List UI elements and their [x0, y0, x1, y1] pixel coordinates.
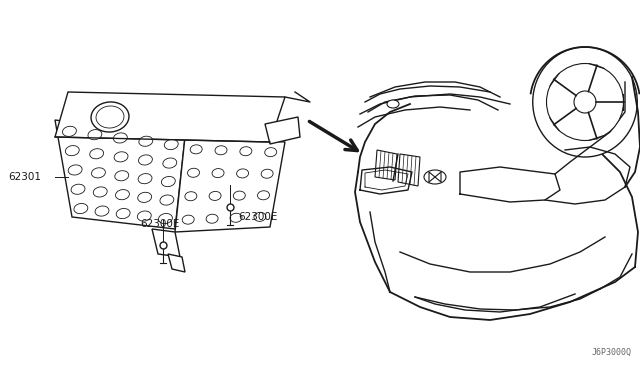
Ellipse shape: [188, 168, 200, 177]
Ellipse shape: [138, 174, 152, 184]
Ellipse shape: [547, 64, 623, 141]
Text: 62301: 62301: [8, 172, 41, 182]
Ellipse shape: [182, 215, 194, 224]
Ellipse shape: [159, 214, 172, 224]
Polygon shape: [152, 229, 180, 257]
Ellipse shape: [114, 152, 128, 162]
Polygon shape: [265, 117, 300, 144]
Ellipse shape: [63, 126, 76, 137]
Ellipse shape: [237, 169, 248, 178]
Ellipse shape: [138, 155, 152, 165]
Polygon shape: [55, 92, 285, 142]
Ellipse shape: [160, 195, 174, 205]
Text: 62300E: 62300E: [140, 219, 179, 229]
Ellipse shape: [65, 145, 79, 156]
Ellipse shape: [532, 47, 637, 157]
Ellipse shape: [74, 203, 88, 214]
Polygon shape: [375, 150, 397, 180]
Ellipse shape: [161, 176, 175, 187]
Ellipse shape: [138, 192, 152, 202]
Polygon shape: [175, 137, 285, 232]
Ellipse shape: [190, 145, 202, 154]
Ellipse shape: [88, 129, 102, 140]
Text: J6P3000Q: J6P3000Q: [592, 348, 632, 357]
Ellipse shape: [92, 168, 106, 178]
Ellipse shape: [206, 214, 218, 223]
Ellipse shape: [90, 149, 104, 159]
Ellipse shape: [261, 169, 273, 178]
Polygon shape: [168, 254, 185, 272]
Ellipse shape: [115, 190, 129, 200]
Ellipse shape: [115, 171, 129, 181]
Ellipse shape: [68, 165, 82, 175]
Polygon shape: [55, 120, 185, 229]
Ellipse shape: [230, 213, 242, 222]
Ellipse shape: [185, 192, 197, 201]
Ellipse shape: [71, 184, 85, 194]
Polygon shape: [398, 154, 420, 186]
Ellipse shape: [209, 191, 221, 201]
Ellipse shape: [254, 212, 266, 221]
Ellipse shape: [138, 211, 151, 221]
Text: 62300E: 62300E: [238, 212, 277, 222]
Ellipse shape: [212, 169, 224, 177]
Ellipse shape: [95, 206, 109, 216]
Ellipse shape: [96, 106, 124, 128]
Ellipse shape: [215, 146, 227, 155]
Ellipse shape: [164, 140, 178, 150]
Ellipse shape: [387, 100, 399, 108]
Ellipse shape: [574, 91, 596, 113]
Ellipse shape: [116, 208, 130, 219]
Ellipse shape: [424, 170, 446, 184]
Ellipse shape: [93, 187, 107, 197]
Ellipse shape: [265, 148, 276, 157]
Ellipse shape: [163, 158, 177, 168]
Ellipse shape: [257, 191, 269, 200]
Ellipse shape: [240, 147, 252, 156]
Ellipse shape: [91, 102, 129, 132]
Ellipse shape: [139, 136, 153, 146]
Ellipse shape: [234, 191, 245, 200]
Ellipse shape: [113, 133, 127, 143]
